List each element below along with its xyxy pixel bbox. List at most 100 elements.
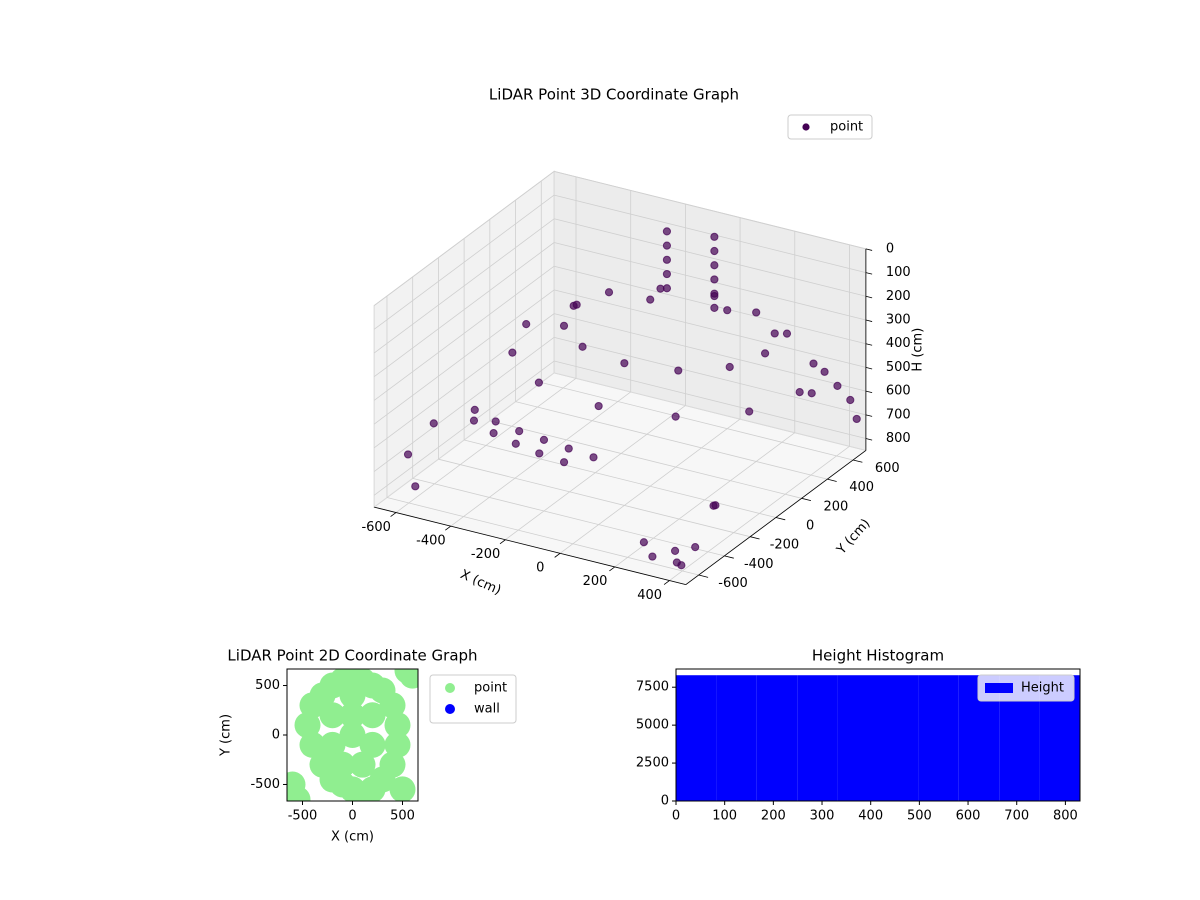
grid-line	[554, 265, 866, 345]
y-tick-label: 7500	[636, 680, 669, 695]
grid-line	[554, 336, 866, 416]
bar	[716, 675, 757, 801]
point	[833, 381, 842, 391]
point	[782, 329, 792, 338]
point	[299, 731, 326, 758]
point	[491, 417, 500, 426]
point	[648, 552, 657, 561]
grid-line	[373, 360, 555, 496]
x-tick-label: -600	[361, 520, 391, 535]
x-tick-label: 0	[536, 561, 544, 576]
grid-line	[373, 218, 555, 354]
point	[662, 227, 672, 236]
point	[339, 722, 366, 748]
point	[795, 388, 804, 397]
grid-line	[464, 439, 776, 518]
point	[384, 731, 411, 758]
y-tick-label: -500	[250, 777, 280, 792]
tick-mark	[445, 525, 451, 531]
point	[760, 349, 770, 358]
point	[339, 682, 366, 709]
tick-mark	[801, 497, 812, 502]
point	[319, 731, 346, 758]
legend-label: Height	[1021, 681, 1064, 696]
grid-line	[554, 360, 866, 439]
point	[662, 255, 672, 264]
point	[522, 320, 531, 329]
y-tick-label: -200	[770, 538, 800, 553]
point	[287, 786, 311, 801]
point	[319, 702, 346, 729]
point	[578, 342, 587, 351]
legend-label: point	[830, 120, 863, 135]
point	[710, 261, 719, 270]
point	[572, 300, 581, 309]
x-tick-label: 400	[858, 809, 883, 824]
grid-line	[373, 289, 555, 425]
point	[710, 303, 719, 313]
point	[662, 241, 672, 250]
x-tick-label: 200	[583, 574, 608, 589]
grid-line	[373, 171, 555, 306]
grid-line	[554, 218, 866, 297]
plot-area	[287, 669, 418, 801]
tick-mark	[775, 517, 786, 521]
point	[384, 712, 411, 739]
point	[710, 291, 719, 301]
legend-label: point	[474, 681, 507, 696]
y-tick-label: 400	[849, 480, 874, 495]
tick-mark	[750, 536, 760, 540]
point	[589, 453, 598, 462]
legend-marker	[445, 704, 455, 714]
y-tick-label: 500	[255, 678, 280, 693]
bar	[756, 675, 798, 801]
point	[662, 269, 672, 279]
legend-label: wall	[474, 702, 500, 717]
y-tick-label: 200	[823, 499, 848, 514]
point	[639, 538, 648, 547]
point	[620, 359, 629, 368]
legend-box	[787, 114, 873, 140]
point	[725, 362, 734, 372]
point	[515, 427, 524, 436]
y-tick-label: 600	[875, 461, 900, 476]
z-tick-label: 300	[886, 313, 911, 328]
point	[670, 546, 680, 556]
bar	[837, 675, 878, 801]
y-axis-label: Y (cm)	[219, 714, 234, 757]
point	[723, 306, 732, 315]
grid-line	[373, 337, 555, 472]
point	[770, 329, 779, 338]
bar	[797, 675, 838, 801]
point	[677, 561, 686, 570]
x-tick-label: -200	[471, 547, 501, 562]
chart-title: LiDAR Point 3D Coordinate Graph	[489, 86, 739, 104]
x-tick-label: 500	[390, 809, 415, 824]
tick-mark	[865, 390, 873, 394]
tick-mark	[663, 580, 670, 585]
z-axis-label: H (cm)	[910, 328, 925, 372]
y-tick-label: -400	[744, 557, 774, 572]
point	[309, 751, 336, 778]
point	[429, 419, 438, 428]
x-tick-label: 500	[907, 809, 932, 824]
grid-line	[554, 170, 866, 250]
grid-line	[554, 289, 866, 368]
point	[564, 444, 573, 453]
legend-marker	[445, 683, 455, 693]
point	[329, 751, 356, 778]
y-tick-label: -600	[718, 576, 748, 591]
tick-mark	[827, 478, 837, 482]
point	[709, 501, 718, 510]
y-tick-label: 2500	[636, 756, 669, 771]
y-axis-label: Y (cm)	[834, 516, 874, 558]
z-tick-label: 200	[886, 289, 911, 304]
x-tick-label: 800	[1053, 809, 1078, 824]
tick-mark	[865, 414, 873, 417]
z-tick-label: 600	[886, 384, 911, 399]
point	[508, 348, 517, 357]
tick-mark	[865, 272, 873, 275]
chart-title: Height Histogram	[812, 647, 944, 665]
x-tick-label: 700	[1004, 809, 1029, 824]
